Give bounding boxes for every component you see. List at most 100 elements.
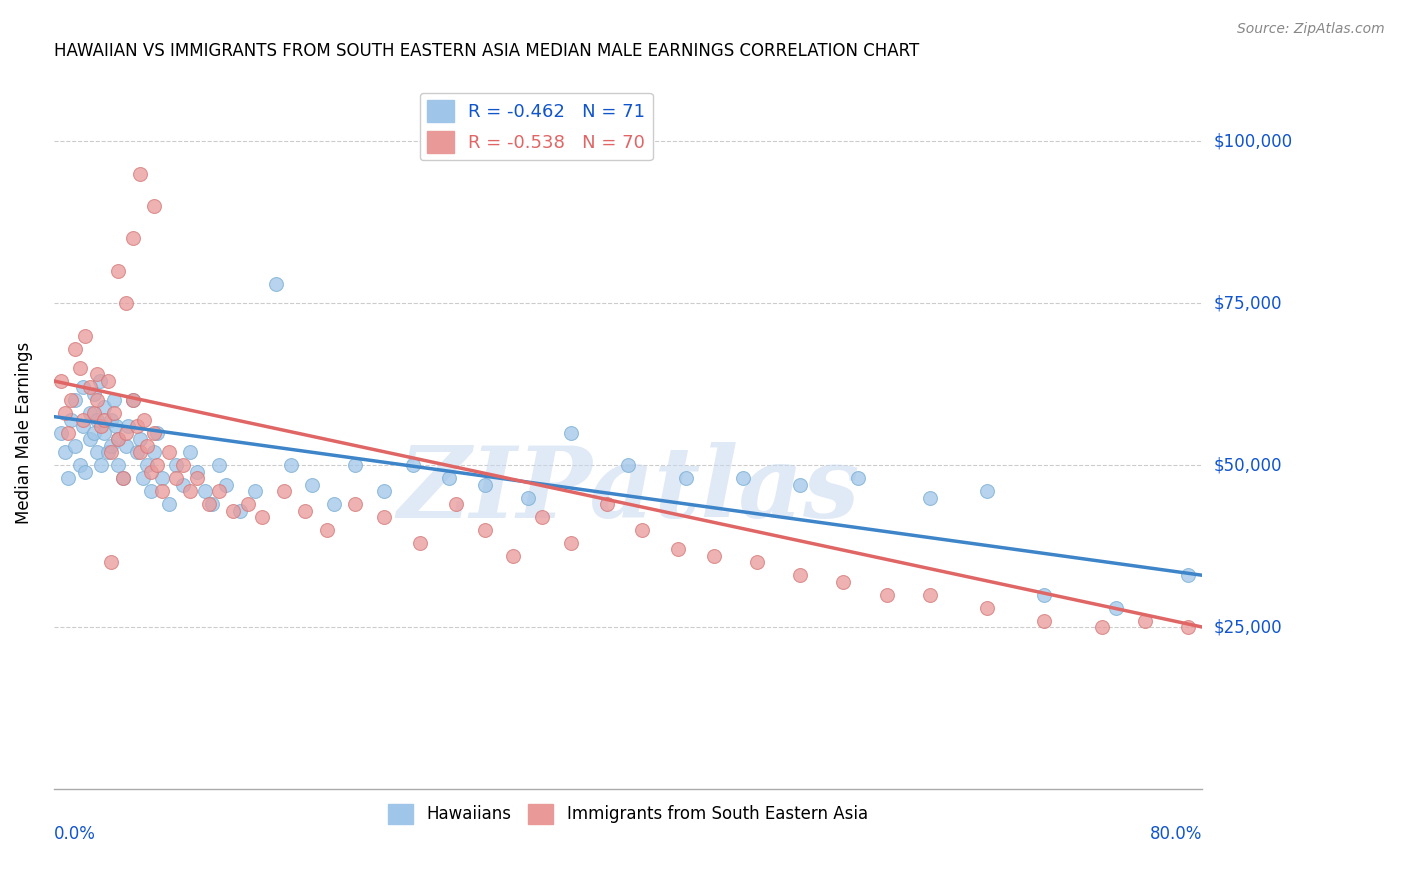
Point <box>79 380 101 394</box>
Point <box>72 380 94 394</box>
Point <box>114 296 136 310</box>
Point <box>165 458 187 472</box>
Point <box>60 393 83 408</box>
Point <box>409 536 432 550</box>
Point <box>53 445 76 459</box>
Point <box>97 445 120 459</box>
Legend: Hawaiians, Immigrants from South Eastern Asia: Hawaiians, Immigrants from South Eastern… <box>381 797 875 830</box>
Point <box>474 523 496 537</box>
Point <box>65 342 87 356</box>
Point <box>56 471 79 485</box>
Point <box>114 425 136 440</box>
Point <box>631 523 654 537</box>
Point <box>100 555 122 569</box>
Point <box>294 503 316 517</box>
Point <box>846 471 869 485</box>
Point <box>402 458 425 472</box>
Point <box>789 568 811 582</box>
Point <box>876 588 898 602</box>
Point <box>100 413 122 427</box>
Point <box>595 497 617 511</box>
Point <box>97 374 120 388</box>
Point <box>172 458 194 472</box>
Point <box>229 503 252 517</box>
Text: $50,000: $50,000 <box>1213 456 1282 475</box>
Point <box>107 432 129 446</box>
Point <box>344 497 367 511</box>
Point <box>165 471 187 485</box>
Point <box>201 497 224 511</box>
Point <box>117 419 139 434</box>
Point <box>215 477 238 491</box>
Point <box>141 484 163 499</box>
Point <box>918 588 941 602</box>
Point <box>344 458 367 472</box>
Point <box>127 419 149 434</box>
Point <box>136 458 159 472</box>
Point <box>157 497 180 511</box>
Point <box>69 458 91 472</box>
Point <box>266 277 288 291</box>
Point <box>65 439 87 453</box>
Point <box>53 406 76 420</box>
Point <box>86 445 108 459</box>
Point <box>90 419 112 434</box>
Point <box>89 374 111 388</box>
Point <box>60 413 83 427</box>
Point <box>186 465 208 479</box>
Point <box>502 549 524 563</box>
Point <box>93 413 115 427</box>
Point <box>83 387 105 401</box>
Point <box>121 393 143 408</box>
Point <box>157 445 180 459</box>
Point <box>146 425 169 440</box>
Point <box>250 510 273 524</box>
Point <box>1033 588 1056 602</box>
Point <box>141 465 163 479</box>
Text: 0.0%: 0.0% <box>53 824 96 843</box>
Point <box>976 600 998 615</box>
Point <box>747 555 769 569</box>
Point <box>194 484 217 499</box>
Point <box>222 503 245 517</box>
Point <box>560 536 582 550</box>
Point <box>280 458 302 472</box>
Point <box>103 393 125 408</box>
Point <box>86 413 108 427</box>
Point <box>560 425 582 440</box>
Point <box>146 458 169 472</box>
Point <box>79 406 101 420</box>
Text: 80.0%: 80.0% <box>1150 824 1202 843</box>
Point <box>236 497 259 511</box>
Point <box>129 167 152 181</box>
Point <box>72 419 94 434</box>
Point <box>107 264 129 278</box>
Point <box>1133 614 1156 628</box>
Point <box>86 393 108 408</box>
Point <box>373 510 395 524</box>
Point <box>474 477 496 491</box>
Point <box>703 549 725 563</box>
Text: $75,000: $75,000 <box>1213 294 1282 312</box>
Point <box>104 419 127 434</box>
Point <box>121 393 143 408</box>
Point <box>530 510 553 524</box>
Point <box>107 458 129 472</box>
Point <box>208 484 231 499</box>
Point <box>69 361 91 376</box>
Point <box>273 484 295 499</box>
Y-axis label: Median Male Earnings: Median Male Earnings <box>15 342 32 524</box>
Point <box>172 477 194 491</box>
Point <box>918 491 941 505</box>
Point <box>129 432 152 446</box>
Point <box>86 368 108 382</box>
Point <box>49 425 72 440</box>
Point <box>49 374 72 388</box>
Point <box>301 477 323 491</box>
Point <box>83 406 105 420</box>
Point <box>1177 620 1199 634</box>
Point <box>675 471 697 485</box>
Point <box>150 484 173 499</box>
Point <box>437 471 460 485</box>
Text: Source: ZipAtlas.com: Source: ZipAtlas.com <box>1237 22 1385 37</box>
